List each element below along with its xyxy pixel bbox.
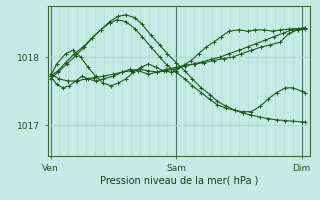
X-axis label: Pression niveau de la mer( hPa ): Pression niveau de la mer( hPa ) bbox=[100, 175, 258, 185]
